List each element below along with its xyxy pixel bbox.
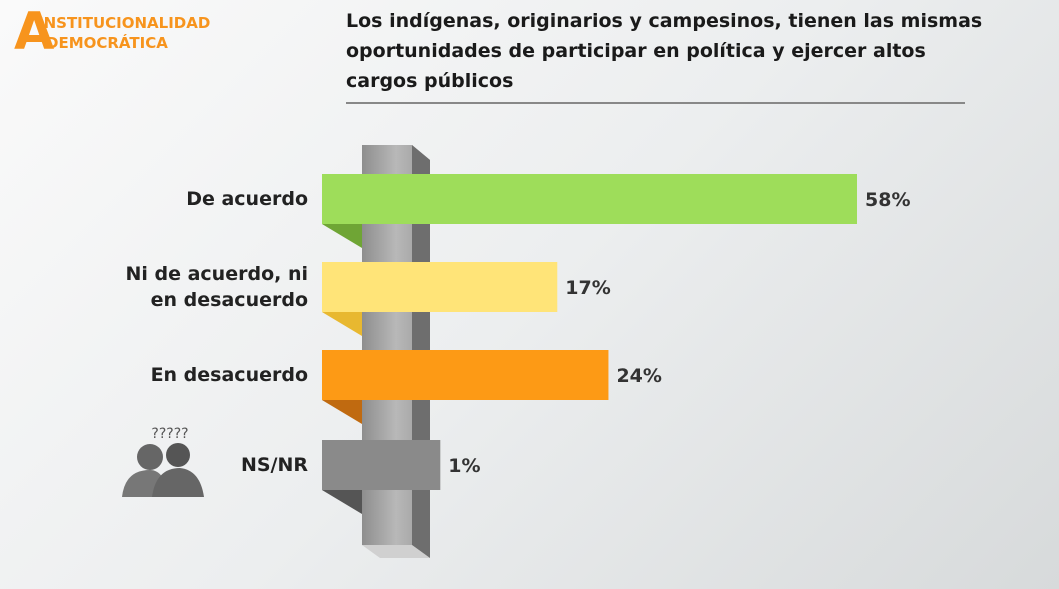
category-label: De acuerdo (186, 188, 308, 210)
value-label: 1% (448, 455, 480, 477)
bar-shadow (322, 312, 362, 336)
bar-shadow (322, 224, 362, 248)
bar (322, 174, 857, 224)
pillar-base (362, 545, 430, 558)
value-label: 17% (565, 277, 610, 299)
bar-shadow (322, 400, 362, 424)
icon (122, 443, 204, 497)
bar-shadow (322, 490, 362, 514)
category-label: NS/NR (240, 454, 308, 476)
category-label: Ni de acuerdo, ni en desacuerdo (125, 263, 308, 311)
value-label: 58% (865, 189, 910, 211)
bar (322, 350, 609, 400)
logo-line2: DEMOCRÁTICA (46, 34, 168, 52)
category-label: En desacuerdo (150, 364, 308, 386)
value-label: 24% (616, 365, 661, 387)
logo-line1: INSTITUCIONALIDAD (38, 14, 211, 32)
chart-title: Los indígenas, originarios y campesinos,… (346, 10, 983, 92)
logo-letter: A (14, 2, 55, 62)
icon-text: ????? (151, 426, 188, 442)
bar (322, 262, 558, 312)
bar (322, 440, 441, 490)
